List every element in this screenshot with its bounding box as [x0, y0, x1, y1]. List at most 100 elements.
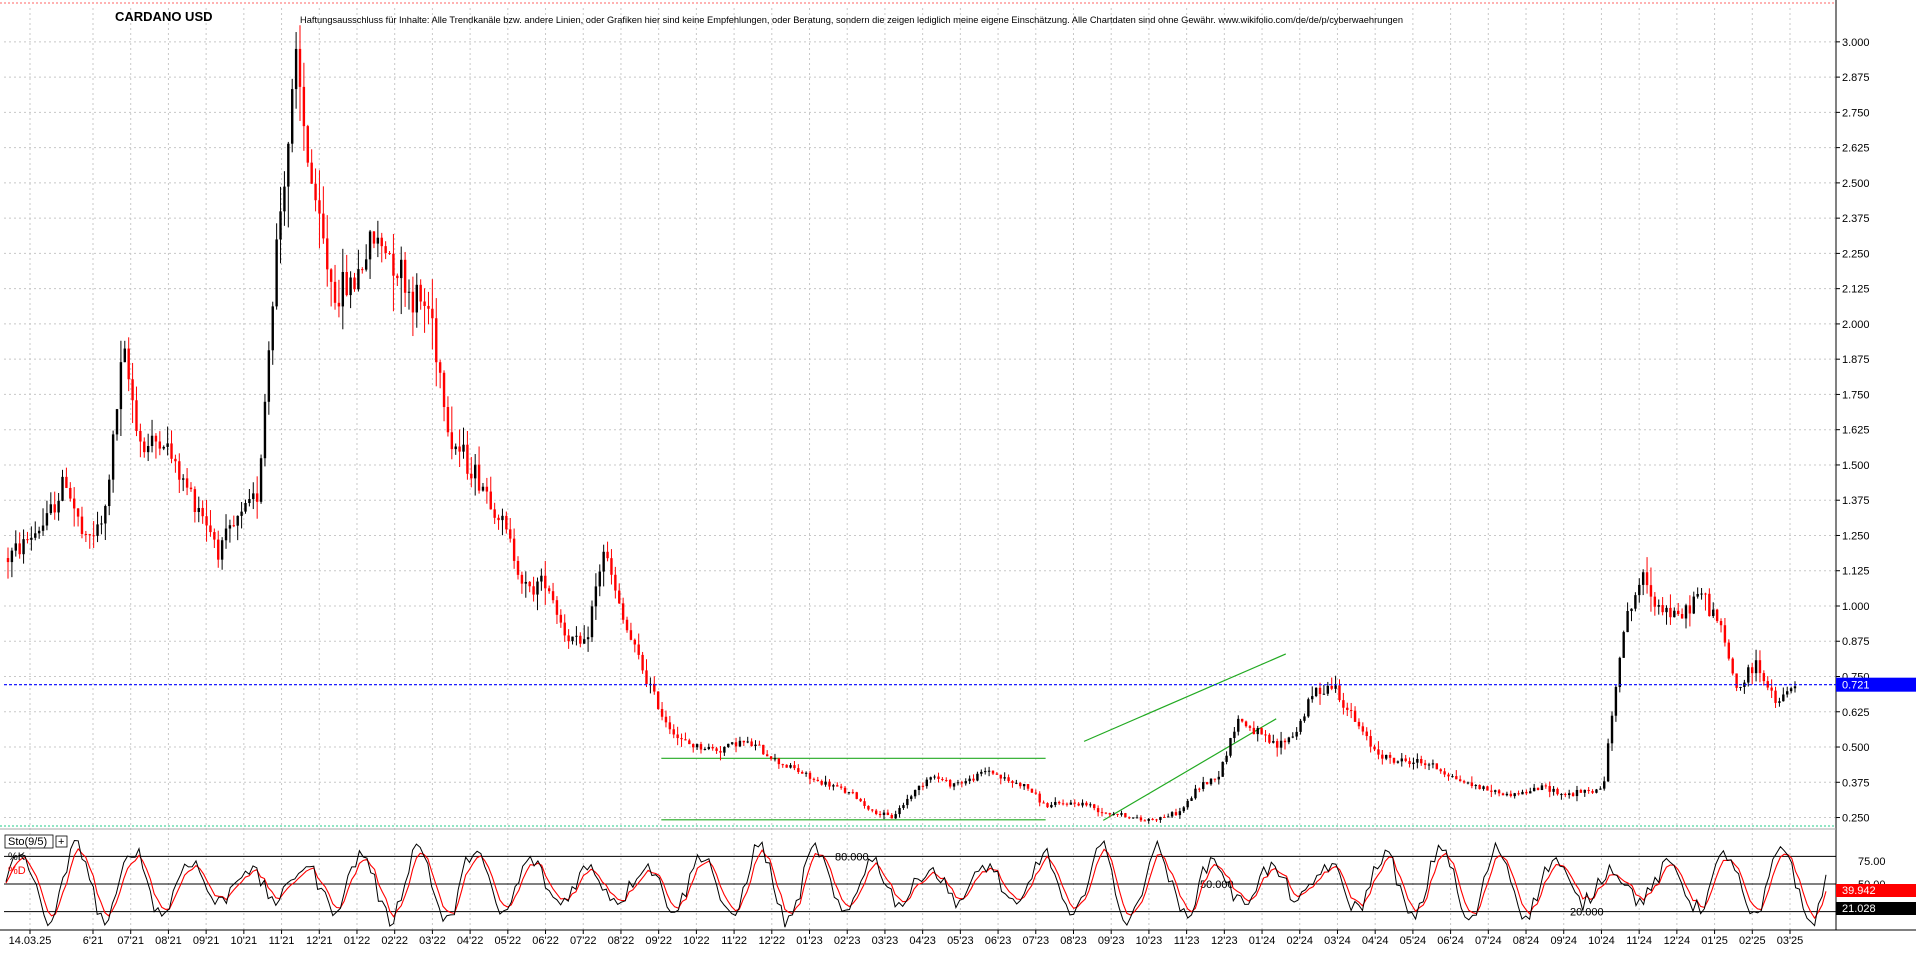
stoch-series-d-label: %D	[8, 865, 26, 877]
candle-body	[855, 792, 858, 799]
stoch-level-label: 80.000	[835, 851, 869, 863]
x-tick-label: 01'23	[796, 935, 823, 947]
candle-body	[337, 302, 341, 307]
candle-body	[1626, 611, 1629, 633]
candle-body	[594, 586, 598, 607]
candle-body	[1754, 660, 1758, 674]
candle-body	[1046, 803, 1049, 808]
candle-body	[1766, 681, 1769, 688]
candle-body	[283, 186, 286, 212]
candle-body	[1462, 781, 1466, 783]
candle-body	[1163, 817, 1166, 819]
candle-body	[146, 446, 150, 453]
candle-body	[1054, 801, 1057, 805]
candle-body	[37, 530, 41, 534]
candle-body	[6, 558, 10, 563]
candle-body	[154, 435, 158, 442]
candle-body	[1700, 593, 1703, 595]
x-tick-label: 04'22	[457, 935, 484, 947]
candle-body	[804, 772, 808, 774]
candle-body	[1120, 813, 1123, 815]
candle-body	[454, 446, 457, 450]
candle-body	[267, 350, 271, 402]
y-tick-label: 0.250	[1842, 813, 1870, 825]
candle-body	[80, 516, 84, 534]
candle-body	[1034, 792, 1038, 794]
candle-body	[1638, 584, 1641, 596]
candle-body	[1221, 761, 1224, 777]
candle-body	[509, 529, 512, 539]
candle-body	[1439, 769, 1442, 772]
y-tick-label: 0.875	[1842, 636, 1870, 648]
candle-body	[462, 444, 465, 452]
candle-body	[1174, 812, 1178, 816]
candle-body	[614, 574, 617, 591]
candle-body	[1365, 731, 1368, 737]
candle-body	[1100, 812, 1104, 814]
candle-body	[333, 281, 337, 303]
candle-body	[660, 708, 664, 717]
candle-body	[185, 478, 189, 488]
candle-body	[680, 738, 683, 740]
candle-body	[1793, 686, 1797, 689]
x-tick-label: 12'23	[1211, 935, 1238, 947]
candle-body	[1085, 802, 1088, 806]
candle-body	[512, 538, 516, 561]
y-tick-label: 1.250	[1842, 530, 1870, 542]
candle-body	[104, 506, 107, 524]
candle-body	[1369, 736, 1372, 747]
x-tick-label: 08'21	[155, 935, 182, 947]
candle-body	[1202, 782, 1205, 789]
candle-body	[1170, 812, 1174, 817]
candle-body	[1334, 685, 1337, 689]
stoch-expand-icon[interactable]	[55, 835, 68, 848]
candle-body	[493, 509, 496, 518]
x-tick-label: 05'23	[947, 935, 974, 947]
y-tick-label: 2.125	[1842, 284, 1870, 296]
candle-body	[1571, 793, 1575, 797]
candle-body	[380, 237, 383, 247]
candle-body	[470, 473, 473, 479]
candle-body	[1673, 610, 1676, 618]
candle-body	[345, 272, 348, 296]
trendline	[1102, 718, 1277, 821]
candle-body	[1069, 802, 1073, 805]
candle-body	[407, 291, 411, 293]
candle-body	[427, 305, 430, 309]
candle-body	[1151, 818, 1154, 820]
candle-body	[361, 269, 364, 271]
candle-body	[1517, 793, 1520, 795]
candle-body	[166, 443, 169, 447]
x-tick-label: 02'24	[1286, 935, 1313, 947]
x-tick-label: 10'24	[1588, 935, 1615, 947]
candle-body	[1400, 758, 1403, 762]
candle-body	[228, 525, 232, 529]
candle-body	[843, 787, 847, 793]
candle-body	[170, 443, 173, 459]
candle-body	[1198, 788, 1201, 790]
candle-body	[668, 722, 672, 730]
candle-body	[863, 801, 866, 806]
candle-body	[820, 780, 823, 785]
x-tick-label: 10'22	[683, 935, 710, 947]
candle-body	[528, 581, 531, 587]
candle-body	[1330, 685, 1333, 689]
candle-body	[255, 493, 259, 502]
x-tick-label: 08'24	[1513, 935, 1540, 947]
candle-body	[57, 500, 60, 513]
candle-body	[672, 729, 675, 735]
candle-body	[941, 778, 944, 781]
candle-body	[684, 739, 687, 741]
current-price-label: 0.721	[1842, 680, 1870, 692]
candle-body	[1260, 728, 1263, 735]
candle-body	[847, 792, 851, 794]
candle-body	[189, 487, 193, 490]
candle-body	[793, 765, 796, 769]
candle-body	[1509, 793, 1512, 797]
candle-body	[489, 491, 492, 510]
candle-body	[692, 744, 695, 748]
candle-body	[1786, 691, 1789, 695]
candle-body	[415, 284, 418, 313]
candle-body	[435, 318, 438, 363]
candle-body	[400, 259, 403, 279]
